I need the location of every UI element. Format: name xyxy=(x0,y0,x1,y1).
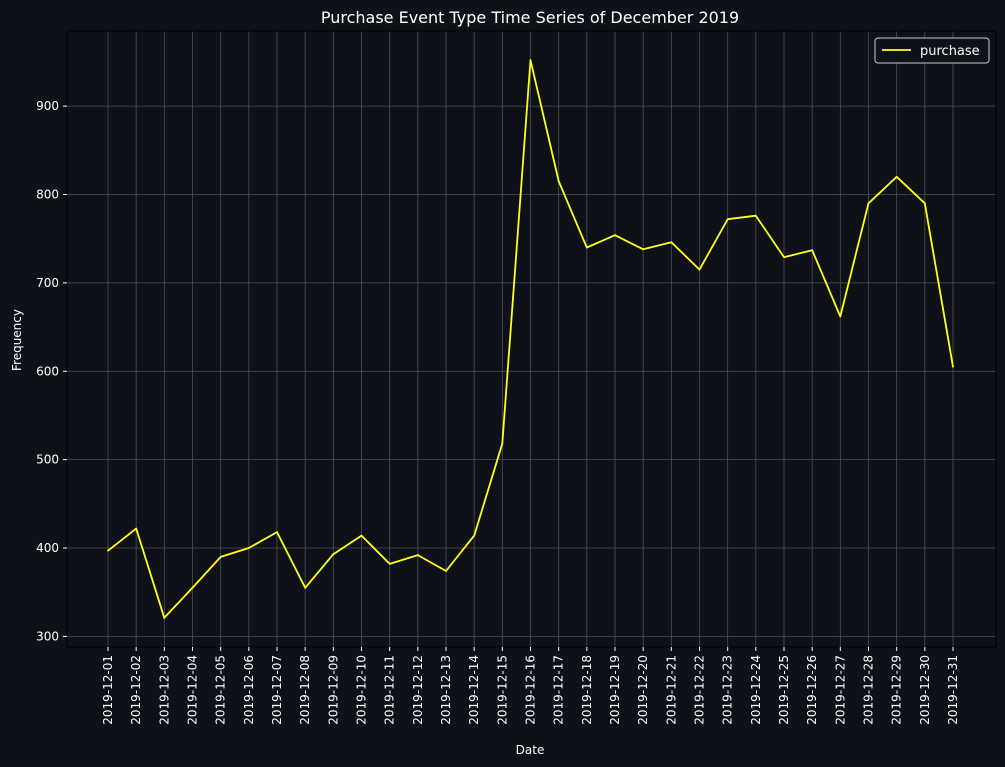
x-tick-label: 2019-12-23 xyxy=(721,655,735,725)
chart-title: Purchase Event Type Time Series of Decem… xyxy=(321,8,739,27)
data-point xyxy=(135,527,138,530)
x-tick-label: 2019-12-01 xyxy=(101,655,115,725)
data-point xyxy=(388,563,391,565)
data-point xyxy=(163,616,166,619)
data-point xyxy=(191,586,194,589)
data-point xyxy=(839,315,842,318)
x-tick-label: 2019-12-09 xyxy=(326,655,340,725)
data-point xyxy=(614,234,616,237)
data-point xyxy=(867,202,870,205)
x-tick-label: 2019-12-08 xyxy=(298,655,312,725)
x-tick-label: 2019-12-31 xyxy=(946,655,960,725)
x-tick-label: 2019-12-18 xyxy=(580,655,594,725)
x-tick-label: 2019-12-04 xyxy=(186,655,200,725)
data-point xyxy=(585,246,588,249)
x-tick-label: 2019-12-30 xyxy=(918,655,932,725)
x-tick-label: 2019-12-25 xyxy=(777,655,791,725)
plot-frame xyxy=(66,30,997,648)
x-tick-label: 2019-12-19 xyxy=(608,655,622,725)
data-point xyxy=(501,442,504,445)
x-tick-label: 2019-12-05 xyxy=(214,655,228,725)
data-point xyxy=(557,180,560,183)
x-tick-label: 2019-12-06 xyxy=(242,655,256,725)
series-group xyxy=(107,59,954,619)
data-point xyxy=(360,534,363,537)
y-axis-ticks: 300 400 500 600 700 800 900 xyxy=(36,99,67,643)
y-tick-label: 900 xyxy=(36,99,59,113)
data-point xyxy=(107,549,109,552)
data-point xyxy=(247,547,250,549)
x-tick-label: 2019-12-10 xyxy=(355,655,369,725)
data-point xyxy=(952,365,954,368)
x-tick-label: 2019-12-24 xyxy=(749,655,763,725)
x-tick-label: 2019-12-13 xyxy=(439,655,453,725)
x-tick-label: 2019-12-27 xyxy=(833,655,847,725)
y-tick-label: 700 xyxy=(36,276,59,290)
data-point xyxy=(332,553,335,556)
data-point xyxy=(698,268,701,271)
grid-lines xyxy=(67,31,996,647)
data-point xyxy=(304,586,307,589)
x-tick-label: 2019-12-29 xyxy=(890,655,904,725)
legend-label-purchase: purchase xyxy=(920,44,980,59)
x-tick-label: 2019-12-17 xyxy=(552,655,566,725)
data-point xyxy=(219,555,222,558)
legend-box xyxy=(874,37,990,64)
y-tick-label: 400 xyxy=(36,541,59,555)
data-point xyxy=(416,554,419,556)
x-axis-ticks: 2019-12-01 2019-12-02 2019-12-03 2019-12-04… xyxy=(101,647,960,725)
x-tick-label: 2019-12-16 xyxy=(524,655,538,725)
x-tick-label: 2019-12-21 xyxy=(664,655,678,725)
x-tick-label: 2019-12-11 xyxy=(383,655,397,725)
data-point xyxy=(895,175,898,178)
data-point xyxy=(811,249,814,252)
x-tick-label: 2019-12-03 xyxy=(157,655,171,725)
x-tick-label: 2019-12-22 xyxy=(693,655,707,725)
data-point xyxy=(783,256,785,259)
x-tick-label: 2019-12-28 xyxy=(862,655,876,725)
data-point xyxy=(276,531,278,534)
x-tick-label: 2019-12-26 xyxy=(805,655,819,725)
x-tick-label: 2019-12-15 xyxy=(495,655,509,725)
legend: purchase xyxy=(874,37,990,64)
x-tick-label: 2019-12-12 xyxy=(411,655,425,725)
x-tick-label: 2019-12-14 xyxy=(467,655,481,725)
data-point xyxy=(473,534,476,537)
y-axis-label: Frequency xyxy=(10,309,24,371)
x-axis-label: Date xyxy=(516,743,545,757)
x-tick-label: 2019-12-02 xyxy=(129,655,143,725)
y-tick-label: 500 xyxy=(36,453,59,467)
data-point xyxy=(923,202,926,205)
data-point xyxy=(445,570,447,572)
y-tick-label: 800 xyxy=(36,188,59,202)
x-tick-label: 2019-12-07 xyxy=(270,655,284,725)
data-point xyxy=(642,248,645,251)
data-point xyxy=(670,241,673,244)
y-tick-label: 600 xyxy=(36,364,59,378)
data-point xyxy=(726,218,729,221)
y-tick-label: 300 xyxy=(36,629,59,643)
data-point xyxy=(754,214,757,217)
x-tick-label: 2019-12-20 xyxy=(636,655,650,725)
data-point xyxy=(529,59,532,62)
